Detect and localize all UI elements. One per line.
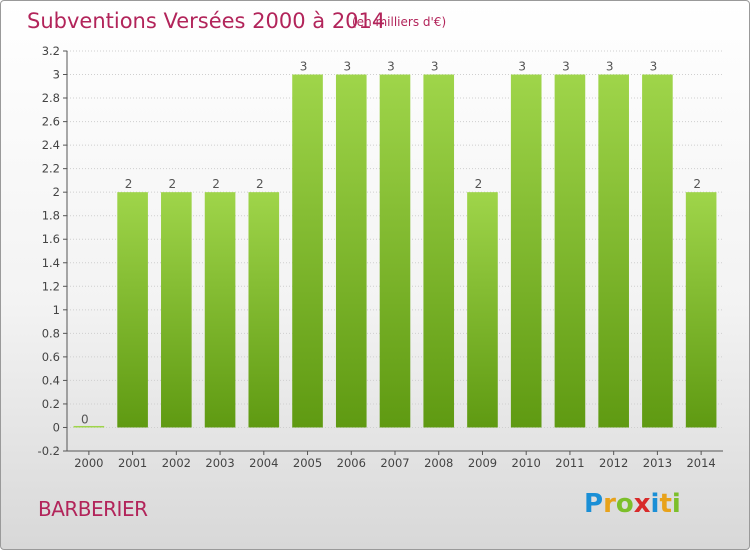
bar [335,74,367,428]
y-tick-label: 1 [53,303,60,317]
x-tick-label: 2009 [468,456,497,470]
logo-letter: P [584,489,604,519]
logo-letter: i [671,489,681,519]
bar [642,74,673,428]
x-tick-label: 2003 [205,456,234,470]
data-label: 3 [343,60,351,74]
data-label: 2 [693,177,701,191]
y-tick-label: 3.2 [42,44,60,58]
bar [379,74,411,428]
logo-letter: x [633,489,651,519]
y-tick-label: 2.4 [42,138,60,152]
x-tick-label: 2005 [293,456,322,470]
y-tick-label: 0.8 [42,326,60,340]
bar [685,192,717,428]
bar [248,192,280,428]
y-tick-label: 0.2 [42,397,60,411]
x-tick-label: 2011 [555,456,584,470]
x-tick-label: 2014 [686,456,715,470]
x-tick-label: 2001 [118,456,147,470]
y-tick-label: 2.8 [42,91,60,105]
commune-name: BARBERIER [38,497,148,521]
logo-letter: i [650,489,660,519]
data-label: 2 [475,177,483,191]
x-tick-label: 2002 [162,456,191,470]
bar [117,192,148,428]
proxiti-logo: Proxiti [584,489,681,519]
y-tick-label: 2.6 [42,115,60,129]
data-label: 3 [300,60,308,74]
y-tick-label: 0.4 [42,373,60,387]
data-label: 2 [125,177,133,191]
logo-letter: o [615,489,634,519]
y-tick-label: 2.2 [42,162,60,176]
bar [467,192,498,428]
y-tick-label: 1.8 [42,209,60,223]
data-label: 3 [606,60,614,74]
data-label: 3 [518,60,526,74]
x-tick-label: 2007 [380,456,409,470]
data-label: 2 [169,177,177,191]
bar [161,192,192,428]
y-tick-label: 1.6 [42,232,60,246]
data-label: 3 [650,60,658,74]
x-tick-label: 2000 [74,456,103,470]
bar [292,74,323,428]
logo-letter: t [659,489,672,519]
y-tick-label: 0 [53,420,60,434]
x-tick-label: 2013 [643,456,672,470]
y-tick-label: 1.4 [42,256,60,270]
data-label: 3 [431,60,439,74]
bar [598,74,629,428]
x-tick-label: 2006 [337,456,366,470]
bar [554,74,586,428]
data-label: 3 [562,60,570,74]
logo-letter: r [603,489,616,519]
bar [423,74,455,428]
chart-subtitle: (en milliers d'€) [352,15,447,29]
y-tick-label: 0.6 [42,350,60,364]
chart-title: Subventions Versées 2000 à 2014 [27,9,386,33]
bar [510,74,542,428]
data-label: 2 [256,177,264,191]
x-tick-label: 2008 [424,456,453,470]
data-label: 2 [212,177,220,191]
bar [73,425,105,428]
data-label: 3 [387,60,395,74]
x-tick-label: 2010 [512,456,541,470]
y-tick-label: -0.2 [38,444,60,458]
bar [204,192,236,428]
data-label: 0 [81,412,89,426]
y-tick-label: 2 [53,185,60,199]
x-tick-label: 2004 [249,456,278,470]
x-tick-label: 2012 [599,456,628,470]
y-tick-label: 3 [53,68,60,82]
y-tick-label: 1.2 [42,279,60,293]
